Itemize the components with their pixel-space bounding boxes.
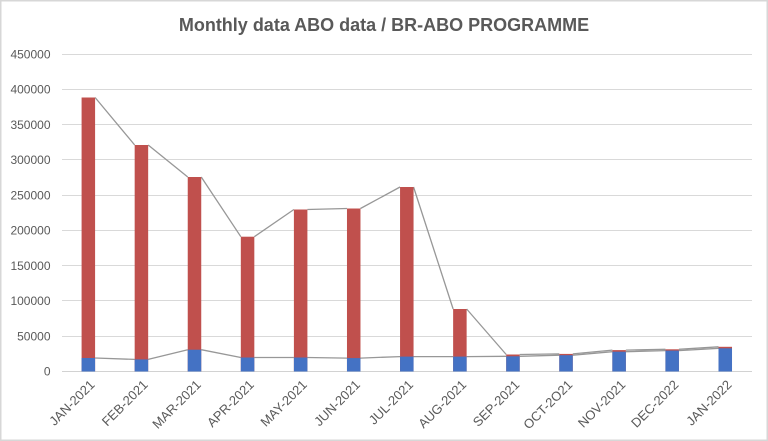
- svg-text:150000: 150000: [10, 259, 50, 273]
- svg-text:Monthly data ABO data / BR-ABO: Monthly data ABO data / BR-ABO PROGRAMME: [179, 15, 589, 35]
- svg-text:50000: 50000: [17, 329, 51, 343]
- svg-text:200000: 200000: [10, 224, 50, 238]
- svg-text:100000: 100000: [10, 294, 50, 308]
- svg-text:350000: 350000: [10, 118, 50, 132]
- svg-text:400000: 400000: [10, 83, 50, 97]
- svg-text:450000: 450000: [10, 47, 50, 61]
- svg-text:300000: 300000: [10, 153, 50, 167]
- svg-text:250000: 250000: [10, 188, 50, 202]
- svg-text:0: 0: [44, 365, 51, 379]
